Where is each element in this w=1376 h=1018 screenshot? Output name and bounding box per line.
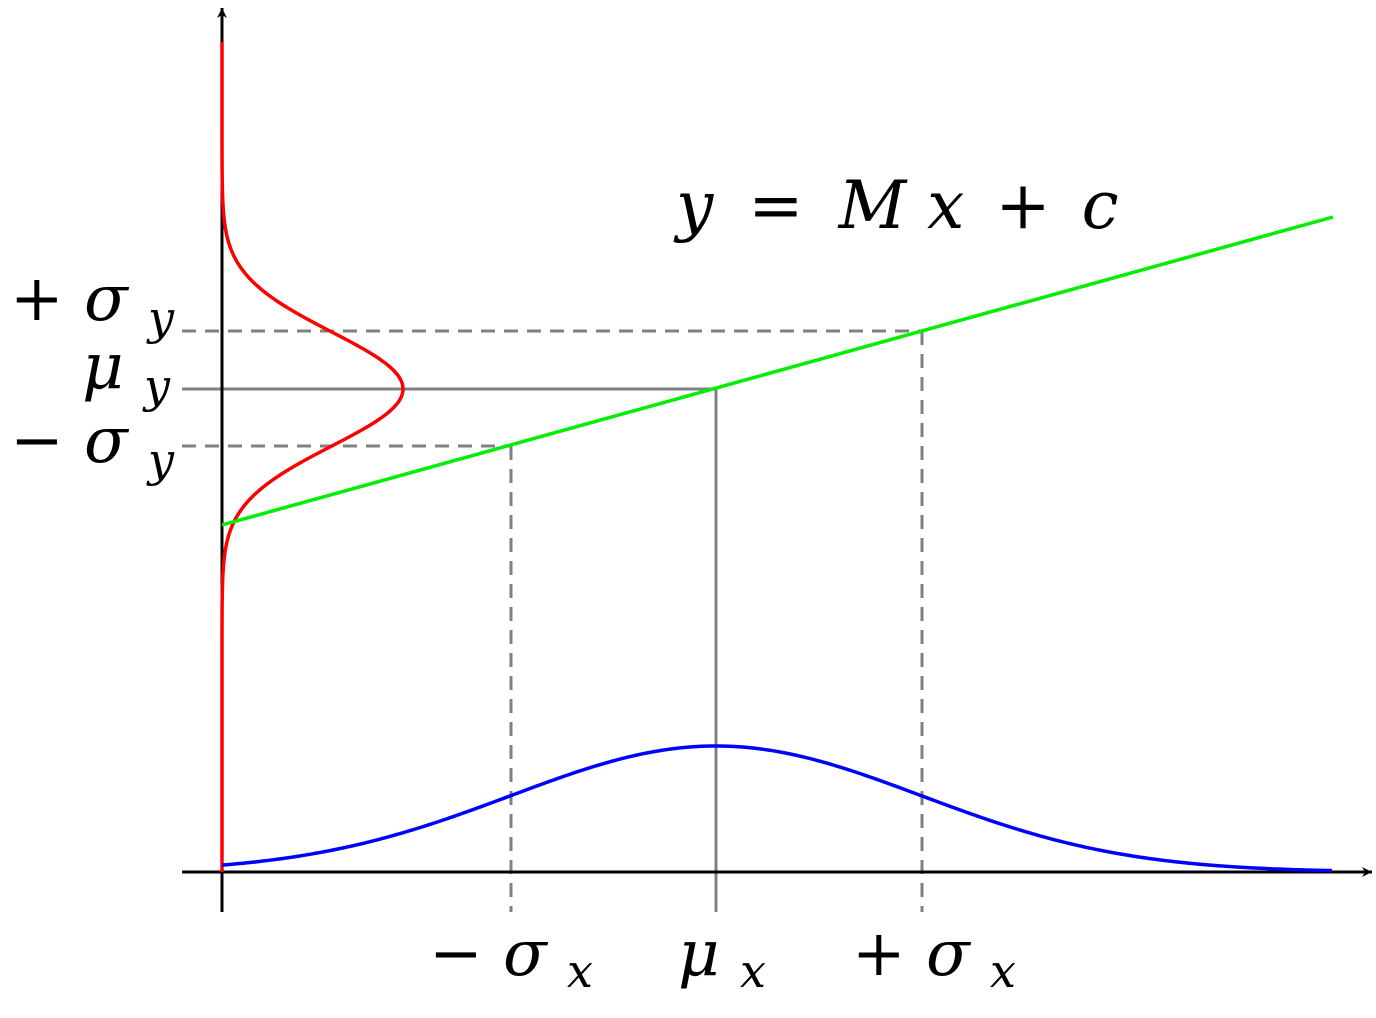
label-plus-sigma-x-symbol: σ (926, 917, 972, 991)
x-density-curve (221, 744, 1333, 873)
label-mu-y-sub: y (142, 359, 171, 413)
label-mu-x: μ x (678, 917, 766, 998)
label-minus-sigma-y-sub: y (146, 433, 175, 487)
label-minus-sigma-x-sign: − (429, 917, 483, 991)
label-plus-sigma-x-sub: x (990, 944, 1016, 998)
label-mu-y: μ y (82, 330, 171, 413)
label-mu-x-symbol: μ (678, 917, 720, 991)
y-density-curve (220, 42, 405, 872)
eq-y: y (673, 167, 714, 244)
equation-label: y = M x + c (673, 167, 1119, 244)
axes (182, 8, 1372, 912)
label-minus-sigma-x-symbol: σ (503, 917, 549, 991)
label-minus-sigma-y-sign: − (10, 404, 64, 478)
eq-equals: = (748, 167, 803, 244)
label-plus-sigma-x: + σ x (852, 917, 1016, 998)
label-plus-sigma-y: + σ y (10, 262, 175, 345)
label-minus-sigma-x: − σ x (429, 917, 593, 998)
label-minus-sigma-x-sub: x (567, 944, 593, 998)
eq-c: c (1082, 167, 1119, 244)
eq-M: M (838, 167, 908, 244)
label-mu-x-sub: x (740, 944, 766, 998)
guide-lines (182, 329, 924, 912)
label-minus-sigma-y-symbol: σ (84, 404, 130, 478)
linear-map-line (221, 215, 1334, 527)
label-plus-sigma-y-sign: + (10, 262, 64, 336)
label-minus-sigma-y: − σ y (10, 404, 175, 487)
label-plus-sigma-x-sign: + (852, 917, 906, 991)
eq-x: x (927, 167, 964, 244)
eq-plus: + (995, 167, 1050, 244)
label-plus-sigma-y-sub: y (146, 291, 175, 345)
label-plus-sigma-y-symbol: σ (84, 262, 130, 336)
label-mu-y-symbol: μ (82, 330, 124, 404)
